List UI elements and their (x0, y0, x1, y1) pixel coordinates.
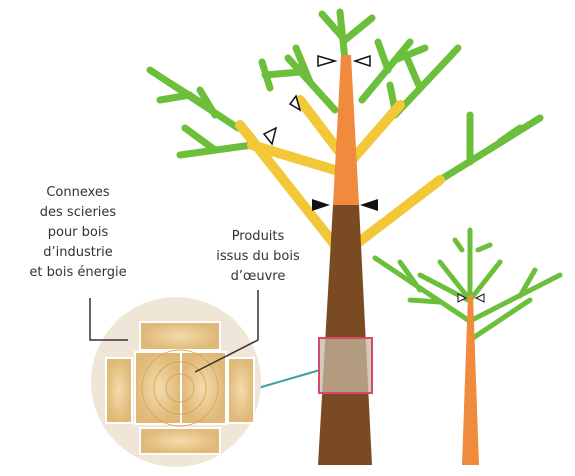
label-byproducts: Connexes des scieries pour bois d’indust… (29, 185, 126, 280)
label-line: Connexes (46, 185, 110, 200)
leader-byproducts (89, 298, 128, 341)
tree-rings (141, 349, 219, 427)
label-line: Produits (232, 229, 285, 244)
leader-products (194, 290, 259, 373)
trunk-upper (333, 55, 359, 205)
label-line: pour bois (48, 225, 109, 240)
label-line: d’œuvre (231, 269, 286, 284)
label-line: et bois énergie (29, 265, 126, 280)
marker (474, 293, 485, 303)
planks (105, 321, 255, 455)
cut-section (318, 337, 373, 394)
trunk-lower (318, 205, 372, 465)
marker (457, 293, 468, 303)
label-products: Produits issus du bois d’œuvre (216, 229, 300, 284)
big-tree-yellow (235, 95, 445, 250)
small-trunk (462, 295, 479, 465)
label-line: issus du bois (216, 249, 300, 264)
connector (257, 369, 321, 389)
small-tree-green (372, 227, 563, 343)
markers (262, 54, 378, 211)
label-line: d’industrie (43, 245, 113, 260)
label-line: des scieries (40, 205, 117, 220)
